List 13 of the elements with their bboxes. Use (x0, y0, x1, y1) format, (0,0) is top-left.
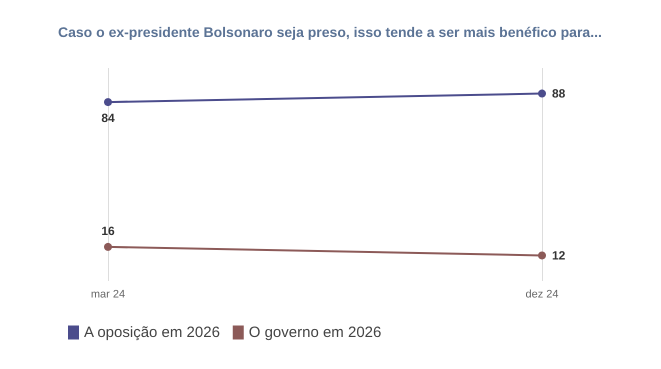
x-tick-label: mar 24 (90, 288, 126, 300)
data-label: 16 (101, 224, 115, 238)
chart-title: Caso o ex-presidente Bolsonaro seja preso, isso tende a ser mais benéfico para... (58, 24, 602, 40)
x-tick-label: dez 24 (525, 288, 559, 300)
point (104, 242, 112, 251)
data-label: 12 (552, 248, 566, 262)
data-label: 84 (101, 111, 115, 126)
legend-label: A oposição em 2026 (84, 324, 220, 341)
legend-label: O governo em 2026 (248, 324, 382, 341)
point (538, 251, 546, 260)
point (104, 98, 112, 106)
point (538, 90, 546, 98)
data-label: 88 (552, 86, 566, 101)
